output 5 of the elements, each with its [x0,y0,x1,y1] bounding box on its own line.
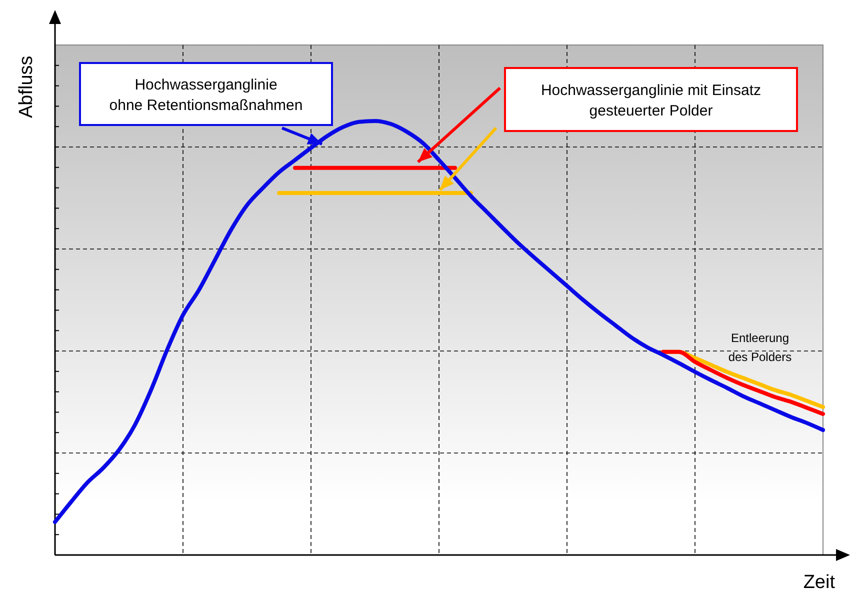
callout-box: Hochwasserganglinie ohne Retentionsmaßnahmen [79,62,333,126]
x-axis-title: Zeit [803,572,836,593]
note-text: Entleerung des Polders [728,331,792,364]
y-axis-title: Abfluss [16,56,37,118]
callout-box: Hochwasserganglinie mit Einsatz gesteuerter Polder [504,67,798,132]
